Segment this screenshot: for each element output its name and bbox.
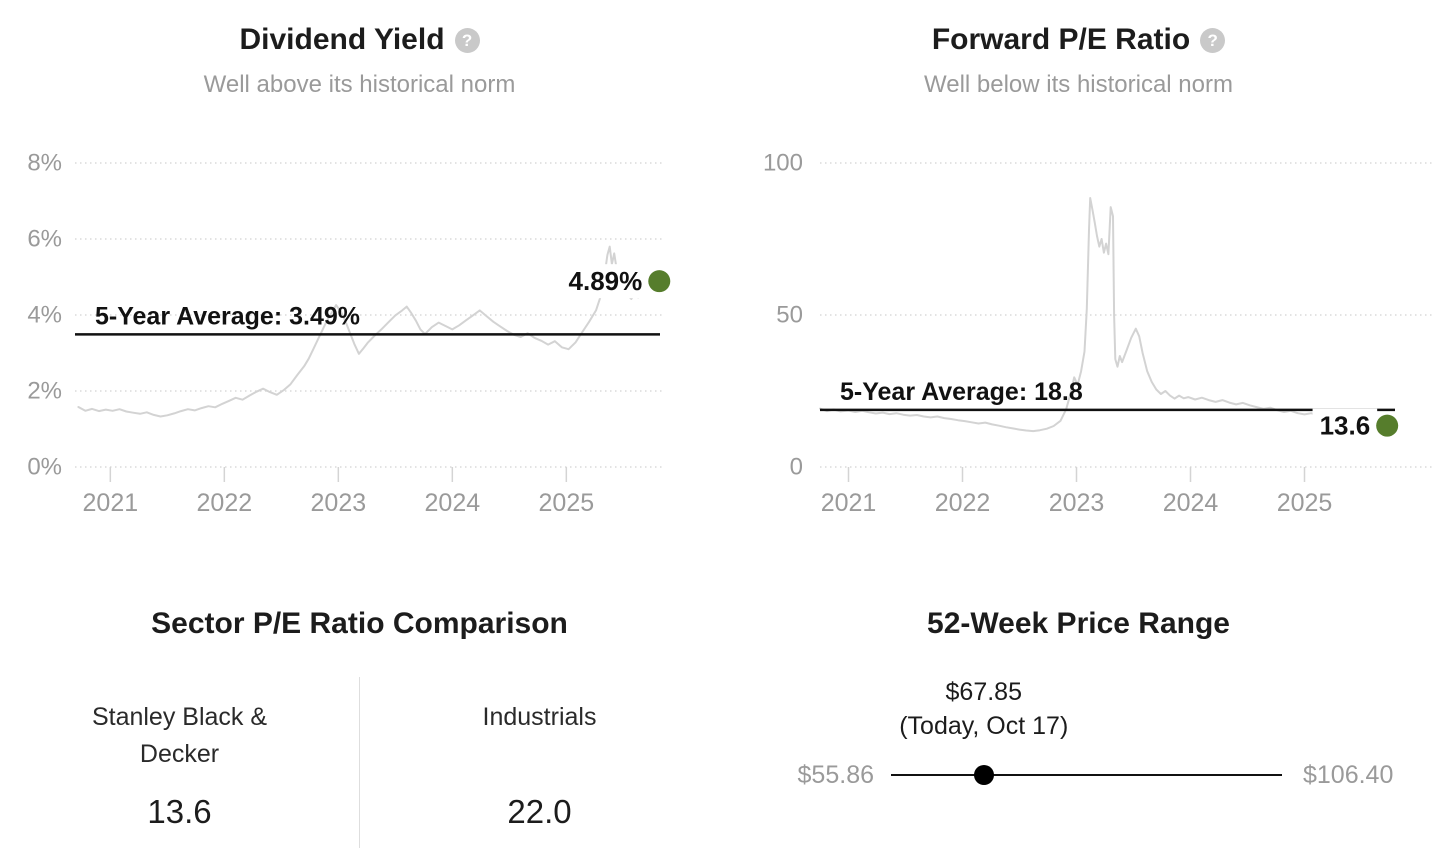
forward-pe-header: Forward P/E Ratio ? Well below its histo…	[719, 0, 1438, 100]
forward-pe-title: Forward P/E Ratio	[931, 23, 1191, 56]
sector-name-line1: Industrials	[482, 703, 597, 731]
dividend-yield-title: Dividend Yield	[239, 23, 445, 56]
x-axis-label: 2021	[83, 489, 139, 517]
dividend-yield-header: Dividend Yield ? Well above its historic…	[0, 0, 719, 100]
company-name-line1: Stanley Black &	[91, 703, 268, 731]
range-min-label: $55.86	[797, 761, 874, 789]
average-line-label: 5-Year Average: 18.8	[840, 378, 1083, 406]
forward-pe-chart: 100 50 0 2021 2022 2023 2024 2025 5-Year Average…	[763, 150, 1435, 517]
current-price-date: (Today, Oct 17)	[899, 712, 1069, 740]
current-value-label: 4.89%	[569, 266, 643, 296]
company-name: Stanley Black & Decker	[0, 699, 359, 779]
x-axis-label: 2025	[1277, 489, 1333, 517]
current-price-block: $67.85 (Today, Oct 17)	[899, 676, 1068, 744]
forward-pe-subtitle: Well below its historical norm	[924, 71, 1233, 98]
panel-price-range: 52-Week Price Range $67.85 (Today, Oct 1…	[719, 560, 1438, 848]
x-axis-label: 2022	[197, 489, 253, 517]
panel-dividend-yield: Dividend Yield ? Well above its historic…	[0, 0, 719, 560]
y-axis-label: 6%	[27, 226, 62, 253]
x-axis-label: 2024	[1163, 489, 1219, 517]
sector-comparison-table: Stanley Black & Decker 13.6 Industrials …	[0, 677, 719, 848]
current-value-label: 13.6	[1320, 411, 1371, 441]
price-range-title: 52-Week Price Range	[927, 607, 1230, 640]
sector-comparison-title: Sector P/E Ratio Comparison	[151, 607, 568, 640]
help-icon[interactable]: ?	[1200, 27, 1226, 53]
current-price: $67.85	[945, 678, 1022, 706]
y-axis-label: 50	[776, 302, 803, 329]
sector-column: Industrials 22.0	[359, 677, 719, 848]
panel-sector-comparison: Sector P/E Ratio Comparison Stanley Blac…	[0, 560, 719, 848]
y-axis-label: 100	[763, 150, 803, 177]
x-axis-label: 2022	[935, 489, 991, 517]
y-axis-label: 0%	[27, 454, 62, 481]
y-axis-label: 2%	[27, 378, 62, 405]
current-label-backdrop	[1312, 408, 1378, 443]
x-axis-label: 2021	[821, 489, 877, 517]
company-pe-value: 13.6	[147, 793, 212, 830]
price-range-track	[891, 765, 1282, 785]
company-name-line2: Decker	[139, 740, 220, 768]
sector-pe-value: 22.0	[507, 793, 572, 830]
panel-forward-pe: Forward P/E Ratio ? Well below its histo…	[719, 0, 1438, 560]
current-label-backdrop	[561, 264, 650, 299]
x-axis-label: 2023	[1049, 489, 1105, 517]
y-axis-label: 8%	[27, 150, 62, 177]
series-line	[77, 245, 649, 418]
y-axis-label: 0	[790, 454, 803, 481]
average-line-label: 5-Year Average: 3.49%	[95, 302, 360, 330]
dividend-yield-subtitle: Well above its historical norm	[203, 71, 516, 98]
price-range-handle	[973, 765, 994, 785]
x-axis-label: 2024	[425, 489, 481, 517]
current-value-dot	[648, 270, 671, 293]
current-value-dot	[1376, 414, 1399, 437]
range-max-label: $106.40	[1303, 761, 1394, 789]
sector-name: Industrials	[360, 699, 719, 779]
dividend-yield-chart: 8% 6% 4% 2% 0% 2021 2022 2023 2024 2025 5-Year Ave…	[27, 150, 671, 517]
company-column: Stanley Black & Decker 13.6	[0, 677, 359, 848]
y-axis-label: 4%	[27, 302, 62, 329]
help-icon[interactable]: ?	[454, 27, 480, 53]
x-axis-label: 2025	[539, 489, 595, 517]
x-axis-label: 2023	[311, 489, 367, 517]
